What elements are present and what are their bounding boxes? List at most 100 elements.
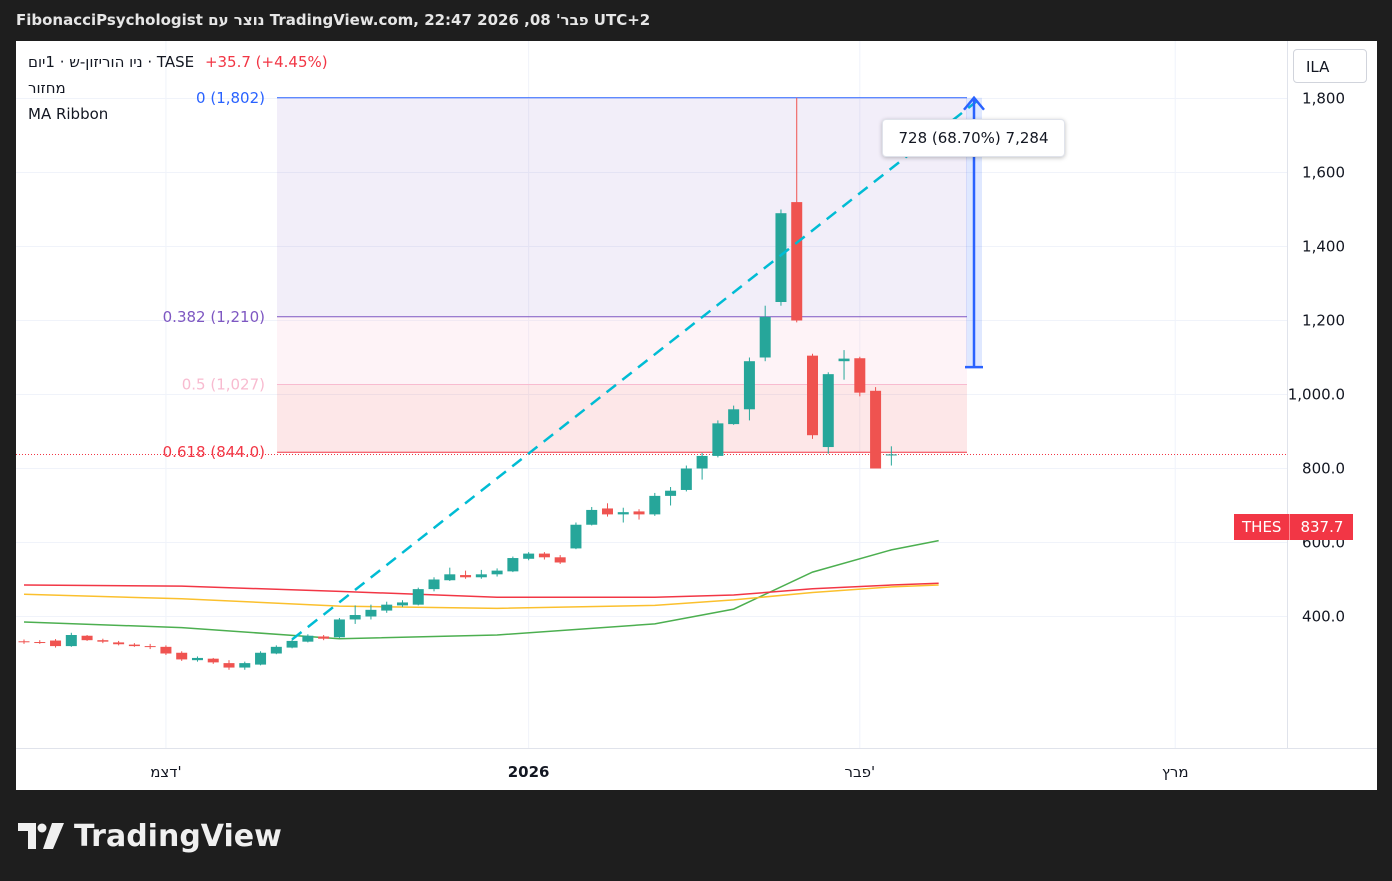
candle-body xyxy=(207,658,219,663)
time-axis-label: מרץ xyxy=(1162,763,1189,781)
candle-body xyxy=(381,604,393,611)
candle-body xyxy=(160,646,172,654)
candle-body xyxy=(665,490,677,496)
candle-body xyxy=(81,635,93,641)
candle-body xyxy=(759,316,771,358)
chart-header-title: FibonacciPsychologist נוצר עם TradingVie… xyxy=(16,11,651,29)
candle-body xyxy=(538,553,550,558)
candle-body xyxy=(428,579,440,590)
time-axis-label: 2026 xyxy=(508,763,550,781)
candle-body xyxy=(491,570,503,575)
trend-line xyxy=(291,96,983,641)
candle-body xyxy=(554,557,566,563)
candle-body xyxy=(523,553,535,559)
candle-body xyxy=(885,454,897,456)
chart-panel[interactable]: 0 (1,802) 0.382 (1,210) 0.5 (1,027) 0.618 (… xyxy=(16,41,1377,790)
candle-body xyxy=(870,390,882,469)
candle-body xyxy=(318,636,330,639)
candle-body xyxy=(176,652,188,660)
price-axis-label: 1,200 xyxy=(1302,312,1345,330)
candle-body xyxy=(396,602,408,606)
candle-body xyxy=(586,509,598,525)
candle-body xyxy=(302,635,314,642)
fib-level-label: 0.618 (844.0) xyxy=(163,443,265,461)
candle-body xyxy=(444,574,456,581)
candle-body xyxy=(649,495,661,515)
candle-body xyxy=(680,468,692,490)
candle-body xyxy=(633,511,645,515)
ma-ribbon xyxy=(23,539,939,640)
price-axis-label: 1,600 xyxy=(1302,164,1345,182)
ma-line-red xyxy=(23,582,939,599)
ma-line-yellow xyxy=(23,584,939,610)
measure-label: 728 (68.70%) 7,284 xyxy=(882,119,1065,157)
currency-button[interactable]: ILA xyxy=(1293,49,1367,83)
fibonacci-retracement[interactable]: 0 (1,802) 0.382 (1,210) 0.5 (1,027) 0.618 (… xyxy=(16,89,1287,461)
candle-body xyxy=(460,575,472,578)
candle-body xyxy=(128,644,140,647)
legend-symbol-text: ניו הוריזון-ש · 1יום · TASE xyxy=(28,53,195,71)
chart-header: FibonacciPsychologist נוצר עם TradingVie… xyxy=(0,0,1392,41)
fib-zone xyxy=(277,316,967,385)
tradingview-logo: TradingView xyxy=(18,818,282,854)
candle-body xyxy=(255,652,267,665)
candle-body xyxy=(807,355,818,436)
fib-zone xyxy=(277,384,967,453)
last-price-value: 837.7 xyxy=(1289,514,1354,540)
fib-level-label: 0.5 (1,027) xyxy=(182,376,265,394)
candle-body xyxy=(854,358,866,393)
candlestick-series xyxy=(18,97,897,670)
candle-body xyxy=(270,646,282,654)
measure-arrow-head xyxy=(963,95,985,111)
last-price-symbol: THES xyxy=(1234,514,1290,540)
price-axis-label: 1,400 xyxy=(1302,238,1345,256)
candle-body xyxy=(696,455,708,469)
candle-body xyxy=(775,213,787,302)
grid-lines xyxy=(16,41,1287,748)
candle-body xyxy=(601,508,613,515)
candle-body xyxy=(349,615,361,620)
candle-body xyxy=(50,640,62,647)
candle-body xyxy=(728,409,740,425)
candle-body xyxy=(507,558,519,572)
chart-canvas[interactable]: 0 (1,802) 0.382 (1,210) 0.5 (1,027) 0.618 (… xyxy=(16,41,1377,790)
candle-body xyxy=(97,640,109,642)
price-axis-divider xyxy=(1287,41,1288,748)
ma-line-green xyxy=(23,539,939,640)
time-axis-label: פבר' xyxy=(844,763,875,781)
legend-volume-label: מחזור xyxy=(28,79,66,97)
candle-body xyxy=(365,609,377,617)
legend-volume[interactable]: מחזור xyxy=(28,79,66,97)
candle-body xyxy=(223,663,235,668)
time-axis[interactable]: דצמ' 2026 פבר' מרץ xyxy=(150,763,1188,781)
candle-body xyxy=(65,635,77,647)
price-axis-label: 1,000.0 xyxy=(1288,386,1345,404)
legend-symbol[interactable]: ניו הוריזון-ש · 1יום · TASE +35.7 (+4.45… xyxy=(28,53,328,71)
time-axis-label: דצמ' xyxy=(150,763,181,781)
price-axis-label: 800.0 xyxy=(1302,460,1345,478)
candle-body xyxy=(18,641,30,643)
candle-body xyxy=(144,646,156,648)
candle-body xyxy=(822,374,834,448)
fib-zone xyxy=(277,97,967,317)
candle-body xyxy=(239,663,251,668)
tradingview-logo-icon xyxy=(18,823,64,849)
candle-body xyxy=(113,642,125,645)
legend-indicator[interactable]: MA Ribbon xyxy=(28,105,108,123)
price-axis-label: 1,800 xyxy=(1302,90,1345,108)
legend-indicator-label: MA Ribbon xyxy=(28,105,109,123)
legend-change: +35.7 (+4.45%) xyxy=(204,53,328,71)
fib-level-label: 0 (1,802) xyxy=(196,89,265,107)
last-price-badge: THES 837.7 xyxy=(1234,514,1354,540)
price-axis[interactable]: 400.0600.0800.01,000.01,2001,4001,6001,8… xyxy=(1288,41,1345,626)
candle-body xyxy=(570,524,582,549)
candle-body xyxy=(191,657,203,661)
price-axis-label: 400.0 xyxy=(1302,608,1345,626)
candle-body xyxy=(838,358,850,362)
candle-body xyxy=(412,589,424,605)
candle-body xyxy=(617,512,629,515)
candle-body xyxy=(333,619,345,638)
candle-body xyxy=(712,423,724,456)
candle-body xyxy=(34,642,46,644)
fib-level-label: 0.382 (1,210) xyxy=(163,308,265,326)
